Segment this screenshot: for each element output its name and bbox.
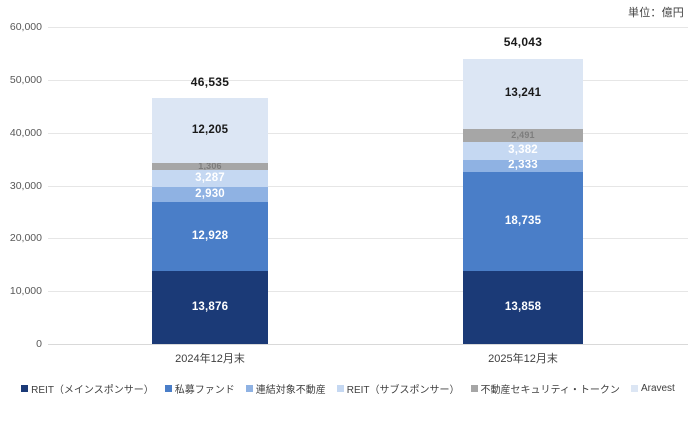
gridline xyxy=(48,185,688,187)
legend-item[interactable]: 不動産セキュリティ・トークン xyxy=(470,381,620,396)
bar-segment[interactable]: 1,306 xyxy=(152,162,268,170)
bar-segment-value-label: 13,876 xyxy=(191,300,229,313)
bar-total-label: 54,043 xyxy=(503,35,543,50)
legend-label: 私募ファンド xyxy=(174,385,235,396)
bar-column[interactable]: 13,858 18,735 2,333 3,382 2,491 13,241 xyxy=(463,58,583,344)
y-axis-tick-label: 0 xyxy=(36,338,42,350)
bar-segment-value-label: 2,491 xyxy=(511,129,535,140)
legend-label: REIT（サブスポンサー） xyxy=(346,385,460,396)
legend-swatch-icon xyxy=(336,385,344,392)
bar-total-label: 46,535 xyxy=(190,75,230,90)
bar-segment[interactable]: 2,491 xyxy=(463,128,583,142)
legend-swatch-icon xyxy=(245,385,253,392)
legend-swatch-icon xyxy=(470,385,478,392)
legend-label: REIT（メインスポンサー） xyxy=(31,385,154,396)
y-axis-tick-label: 50,000 xyxy=(9,73,42,86)
bar-segment-value-label: 13,241 xyxy=(504,86,542,99)
gridline xyxy=(48,132,688,134)
bar-segment[interactable]: 12,205 xyxy=(152,98,268,163)
bar-segment[interactable]: 13,858 xyxy=(463,270,583,344)
bar-segment-value-label: 2,930 xyxy=(195,187,225,200)
x-axis-category-label: 2025年12月末 xyxy=(488,353,558,365)
bar-segment-value-label: 12,928 xyxy=(191,229,229,242)
y-axis-tick-label: 30,000 xyxy=(9,179,42,192)
bar-segment-value-label: 2,333 xyxy=(508,159,538,171)
bar-segment[interactable]: 2,333 xyxy=(463,159,583,172)
bar-segment-value-label: 3,287 xyxy=(195,171,225,184)
bar-segment[interactable]: 3,287 xyxy=(152,169,268,187)
legend-item[interactable]: 連結対象不動産 xyxy=(245,381,326,396)
legend-label: Aravest xyxy=(640,383,675,394)
bar-segment-value-label: 1,306 xyxy=(198,162,222,170)
y-axis-tick-labels: 60,000 50,000 40,000 30,000 20,000 10,000 0 xyxy=(0,21,42,350)
unit-note: 単位：億円 xyxy=(628,7,684,19)
bar-segment[interactable]: 13,241 xyxy=(463,58,583,129)
bar-column[interactable]: 13,876 12,928 2,930 3,287 1,306 12,205 xyxy=(152,98,268,344)
bar-segment[interactable]: 3,382 xyxy=(463,141,583,160)
plot-area: 13,876 12,928 2,930 3,287 1,306 12,205 46,535 1… xyxy=(48,27,688,345)
y-axis-tick-label: 40,000 xyxy=(9,126,42,139)
legend-item[interactable]: Aravest xyxy=(630,383,675,394)
gridline xyxy=(48,344,688,345)
bar-segment-value-label: 13,858 xyxy=(504,300,542,313)
chart-legend: REIT（メインスポンサー） 私募ファンド 連結対象不動産 REIT（サブスポンサー）… xyxy=(0,381,696,396)
gridline xyxy=(48,79,688,81)
bar-segment[interactable]: 13,876 xyxy=(152,270,268,344)
gridline xyxy=(48,291,688,293)
legend-label: 連結対象不動産 xyxy=(255,385,326,396)
legend-item[interactable]: REIT（メインスポンサー） xyxy=(21,381,154,396)
legend-label: 不動産セキュリティ・トークン xyxy=(480,385,620,396)
bar-segment[interactable]: 12,928 xyxy=(152,202,268,271)
bar-segment[interactable]: 18,735 xyxy=(463,171,583,271)
bar-segment[interactable]: 2,930 xyxy=(152,186,268,203)
legend-item[interactable]: 私募ファンド xyxy=(164,381,235,396)
legend-swatch-icon xyxy=(630,385,638,392)
gridline xyxy=(48,27,688,28)
x-axis-category-label: 2024年12月末 xyxy=(175,353,245,365)
legend-item[interactable]: REIT（サブスポンサー） xyxy=(336,381,460,396)
legend-swatch-icon xyxy=(164,385,172,392)
legend-swatch-icon xyxy=(21,385,29,392)
y-axis-tick-label: 20,000 xyxy=(9,232,42,245)
gridline xyxy=(48,238,688,240)
bar-segment-value-label: 12,205 xyxy=(191,123,229,136)
y-axis-tick-label: 60,000 xyxy=(9,21,42,33)
y-axis-tick-label: 10,000 xyxy=(9,285,42,298)
bar-segment-value-label: 3,382 xyxy=(508,143,538,156)
bar-segment-value-label: 18,735 xyxy=(504,214,542,227)
